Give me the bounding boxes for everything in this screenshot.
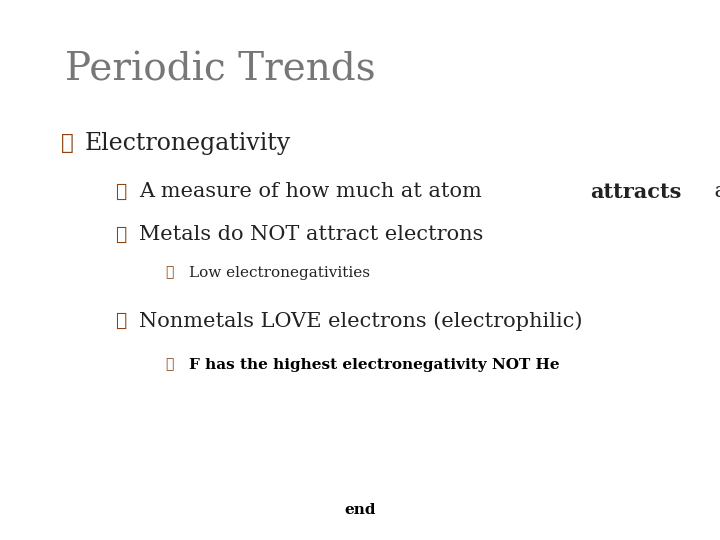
Text: Nonmetals LOVE electrons (electrophilic): Nonmetals LOVE electrons (electrophilic): [139, 312, 582, 331]
Text: an electron: an electron: [708, 182, 720, 201]
Text: attracts: attracts: [590, 181, 681, 202]
Text: Low electronegativities: Low electronegativities: [189, 266, 370, 280]
Text: Periodic Trends: Periodic Trends: [65, 51, 375, 89]
Text: ❧: ❧: [115, 183, 127, 201]
Text: Metals do NOT attract electrons: Metals do NOT attract electrons: [139, 225, 483, 245]
Text: F has the highest electronegativity NOT He: F has the highest electronegativity NOT …: [189, 357, 560, 372]
Text: Electronegativity: Electronegativity: [85, 132, 291, 154]
Text: ❧: ❧: [115, 226, 127, 244]
Text: ❧: ❧: [166, 357, 174, 372]
Text: ❧: ❧: [61, 133, 74, 153]
Text: ❧: ❧: [115, 312, 127, 330]
Text: ❧: ❧: [166, 266, 174, 280]
Text: end: end: [344, 503, 376, 517]
Text: A measure of how much at atom: A measure of how much at atom: [139, 182, 488, 201]
